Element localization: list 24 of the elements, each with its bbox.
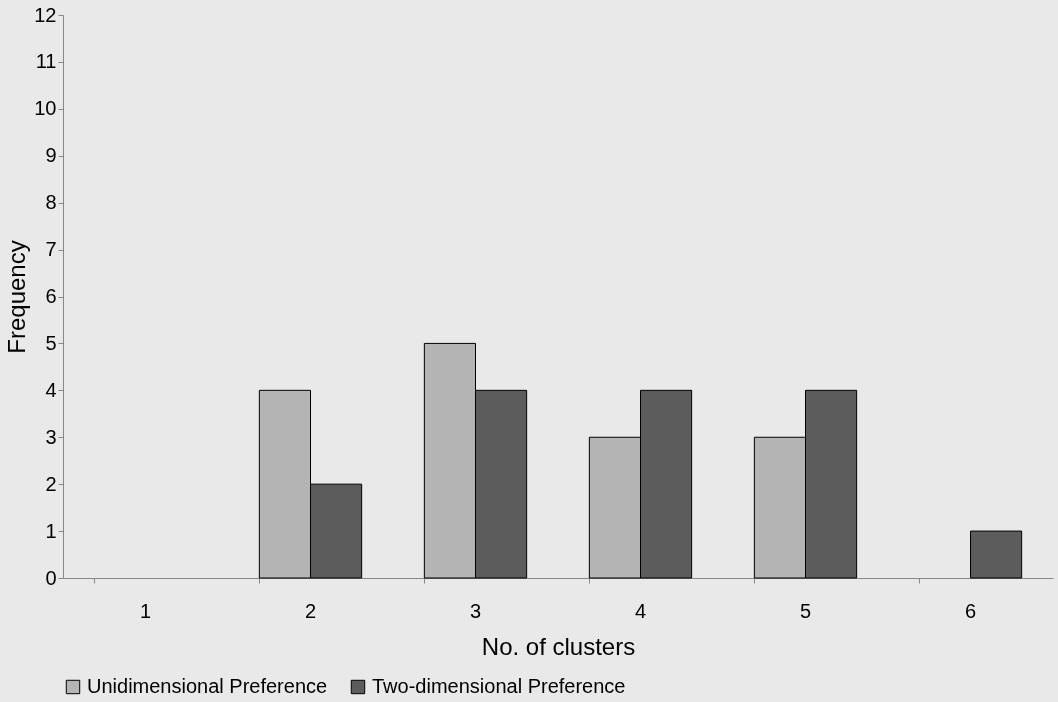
y-tick-label: 4 (45, 378, 57, 401)
y-tick-label: 0 (45, 566, 57, 589)
legend-label: Unidimensional Preference (87, 675, 328, 697)
y-tick-label: 7 (45, 238, 57, 261)
y-tick-label: 3 (45, 425, 57, 448)
y-tick-label: 6 (45, 285, 57, 307)
y-tick-label: 8 (45, 191, 57, 214)
y-tick-label: 5 (45, 331, 57, 354)
x-tick-label: 2 (304, 599, 317, 622)
legend-label: Two-dimensional Preference (372, 675, 626, 697)
x-tick-label: 5 (799, 599, 812, 622)
x-tick-label: 1 (139, 599, 152, 622)
x-tick-label: 6 (964, 599, 977, 622)
y-axis-title: Frequency (3, 240, 31, 354)
x-tick-label: 3 (469, 599, 482, 622)
x-axis-title: No. of clusters (481, 632, 636, 660)
y-tick-label: 9 (45, 144, 57, 167)
y-tick-label: 11 (35, 50, 57, 73)
x-tick-label: 4 (634, 599, 647, 622)
bar (970, 530, 1023, 579)
y-tick-label: 1 (45, 519, 57, 542)
y-tick-label: 2 (45, 472, 57, 495)
y-tick-label: 10 (34, 97, 57, 120)
y-tick-label: 12 (34, 3, 57, 26)
